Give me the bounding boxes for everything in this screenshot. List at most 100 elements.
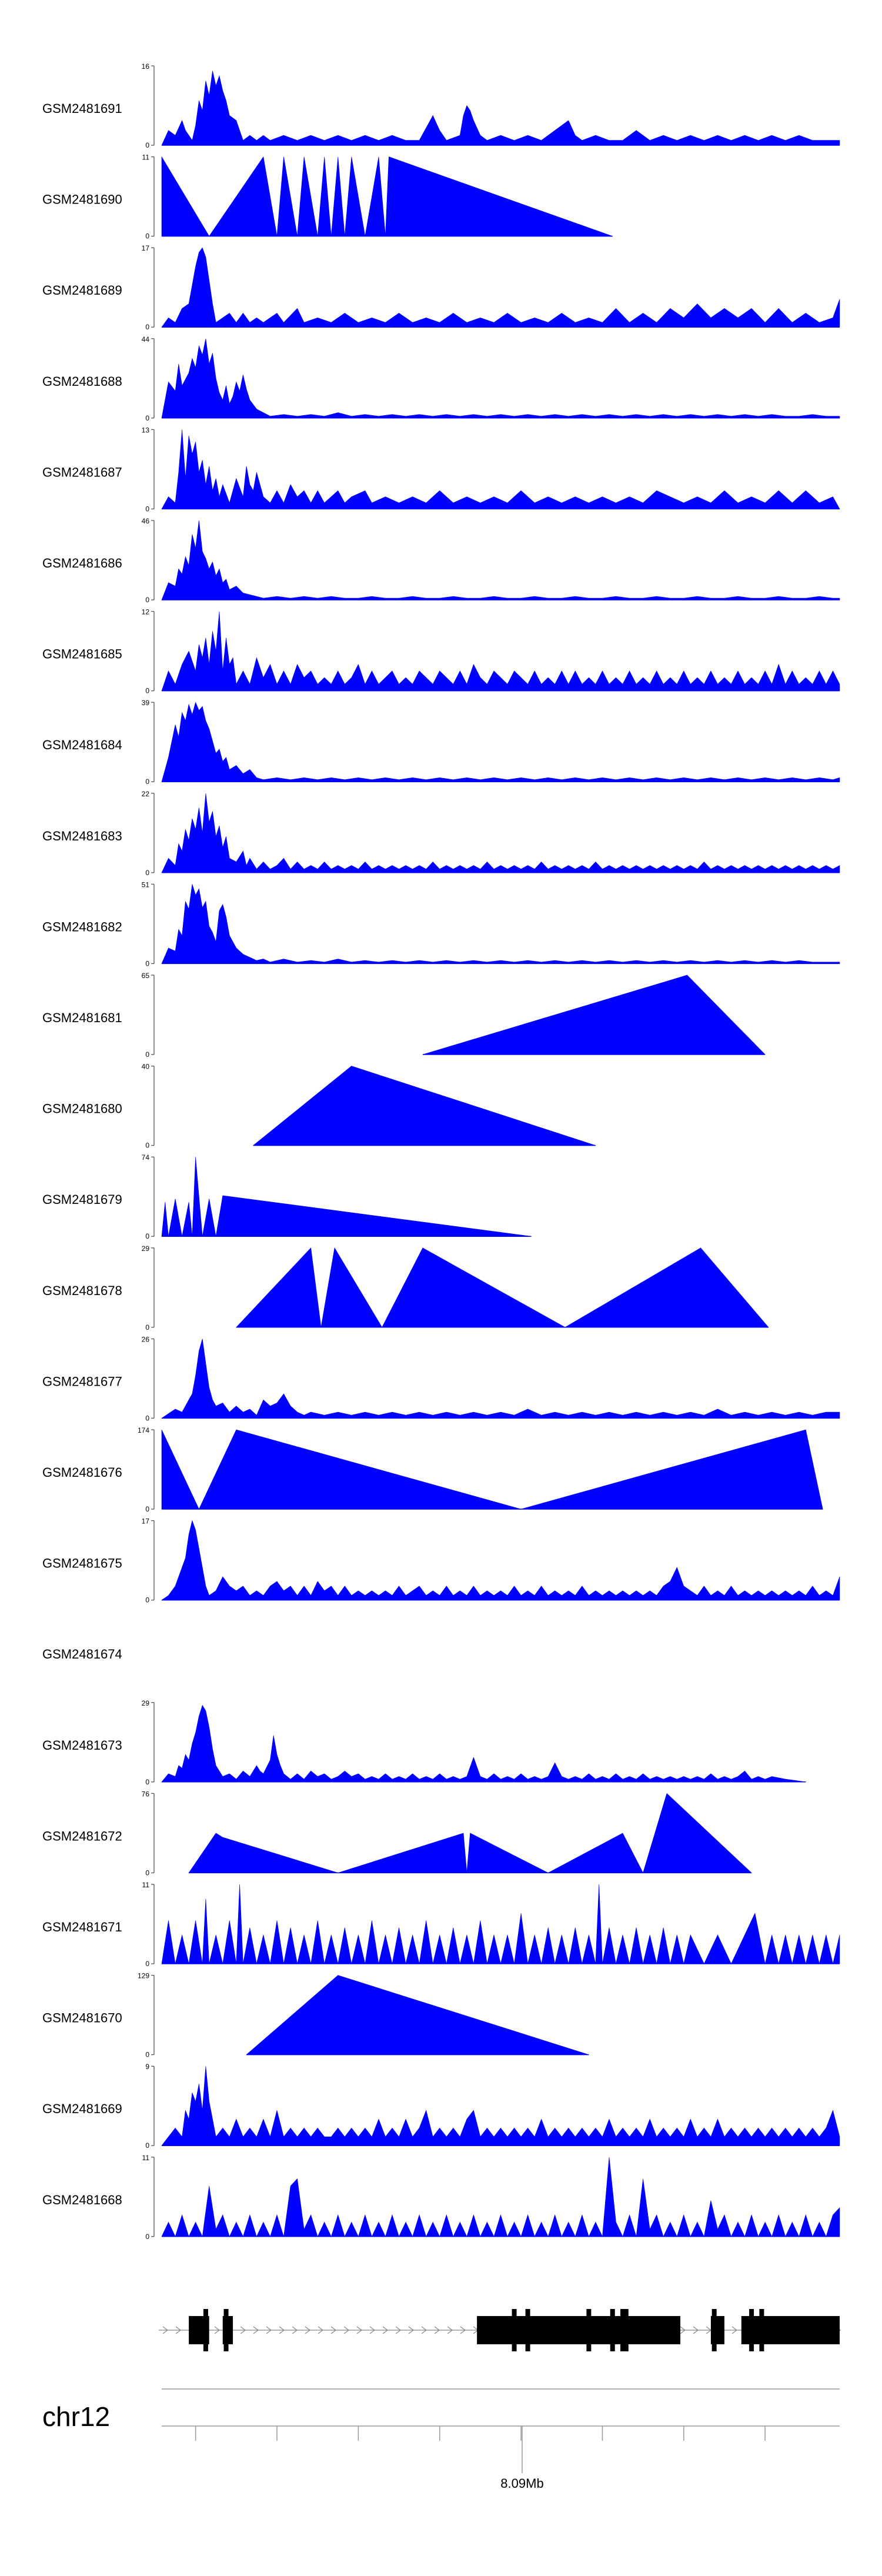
strand-arrow [292,2326,298,2334]
y-tick-label-zero: 0 [145,596,149,604]
y-tick-label-max: 17 [142,244,150,252]
track-GSM2481679: GSM2481679 74 0 [42,1153,532,1240]
y-tick-label-zero: 0 [145,2051,149,2059]
track-GSM2481671: GSM2481671 11 0 [42,1881,840,1968]
track-label: GSM2481675 [42,1556,122,1571]
strand-arrow [421,2326,427,2334]
y-tick-label-zero: 0 [145,1232,149,1240]
coverage-area [252,1066,596,1146]
y-tick-label-zero: 0 [145,687,149,695]
track-GSM2481680: GSM2481680 40 0 [42,1063,596,1150]
exon-marker [512,2309,517,2351]
y-tick-label-zero: 0 [145,1414,149,1422]
y-tick-label-max: 40 [142,1063,150,1071]
chromosome-label: chr12 [42,2401,110,2432]
track-label: GSM2481691 [42,101,122,116]
track-label: GSM2481680 [42,1102,122,1116]
exon-marker [586,2309,592,2351]
coverage-area [161,1520,840,1600]
track-label: GSM2481669 [42,2101,122,2116]
exon-marker [610,2309,615,2351]
coverage-area [161,71,840,146]
track-GSM2481670: GSM2481670 129 0 [42,1972,589,2059]
strand-arrow [214,2326,220,2334]
track-GSM2481678: GSM2481678 29 0 [42,1244,769,1332]
y-tick-label-max: 74 [142,1153,150,1162]
coverage-area [161,611,840,691]
strand-arrow [240,2326,246,2334]
y-tick-label-max: 65 [142,972,150,980]
track-GSM2481683: GSM2481683 22 0 [42,790,840,877]
strand-arrow [369,2326,375,2334]
track-label: GSM2481684 [42,738,122,752]
y-tick-label-zero: 0 [145,505,149,513]
track-GSM2481686: GSM2481686 46 0 [42,517,840,604]
coverage-area [161,338,840,419]
y-tick-label-zero: 0 [145,1778,149,1786]
track-GSM2481682: GSM2481682 51 0 [42,880,840,967]
track-label: GSM2481689 [42,283,122,298]
y-tick-label-max: 11 [142,154,150,162]
track-GSM2481688: GSM2481688 44 0 [42,335,840,422]
y-tick-label-zero: 0 [145,1596,149,1604]
strand-arrow [162,2326,168,2334]
track-label: GSM2481685 [42,647,122,662]
strand-arrow [395,2326,401,2334]
coverage-area [161,520,840,600]
y-tick-label-max: 29 [142,1244,150,1253]
track-label: GSM2481676 [42,1465,122,1480]
strand-arrow [343,2326,349,2334]
y-tick-label-zero: 0 [145,414,149,422]
y-tick-label-zero: 0 [145,232,149,241]
y-tick-label-max: 16 [142,62,150,71]
track-GSM2481681: GSM2481681 65 0 [42,972,766,1059]
y-tick-label-zero: 0 [145,323,149,331]
y-tick-label-max: 9 [145,2063,149,2071]
coverage-area [161,1884,840,1964]
coverage-area [161,1429,823,1510]
strand-arrow [693,2326,699,2334]
track-GSM2481684: GSM2481684 39 0 [42,699,840,786]
strand-arrow [434,2326,440,2334]
track-label: GSM2481670 [42,2011,122,2026]
strand-arrow [175,2326,181,2334]
y-tick-label-max: 22 [142,790,150,798]
y-tick-label-max: 29 [142,1699,150,1707]
track-GSM2481677: GSM2481677 26 0 [42,1335,840,1422]
strand-arrow [382,2326,388,2334]
track-GSM2481687: GSM2481687 13 0 [42,426,840,513]
coverage-area [161,429,840,509]
track-label: GSM2481687 [42,465,122,479]
exon-marker [525,2309,530,2351]
y-tick-label-max: 51 [142,880,150,889]
coverage-area [188,1793,752,1874]
y-tick-label-zero: 0 [145,141,149,149]
track-label: GSM2481673 [42,1738,122,1753]
strand-arrow [460,2326,466,2334]
track-GSM2481685: GSM2481685 12 0 [42,608,840,695]
track-GSM2481672: GSM2481672 76 0 [42,1790,752,1877]
y-tick-label-max: 13 [142,426,150,434]
genome-axis: chr12 8.09Mb [42,2388,840,2491]
track-label: GSM2481672 [42,1828,122,1843]
strand-arrow [318,2326,323,2334]
coverage-area [161,1339,840,1419]
strand-arrow [731,2326,737,2334]
track-label: GSM2481674 [42,1647,122,1661]
coverage-area [161,2157,840,2237]
y-tick-label-zero: 0 [145,2141,149,2150]
y-tick-label-max: 44 [142,335,150,343]
y-tick-label-max: 17 [142,1517,150,1526]
y-tick-label-zero: 0 [145,869,149,877]
gene-model [159,2309,841,2351]
exon-marker [759,2309,764,2351]
y-tick-label-max: 129 [138,1972,149,1980]
y-tick-label-zero: 0 [145,1142,149,1150]
track-label: GSM2481682 [42,919,122,934]
y-tick-label-zero: 0 [145,1868,149,1877]
coverage-area [422,975,766,1055]
strand-arrow [266,2326,272,2334]
exon-marker [711,2309,717,2351]
y-tick-label-max: 39 [142,699,150,707]
y-tick-label-max: 174 [138,1426,149,1434]
